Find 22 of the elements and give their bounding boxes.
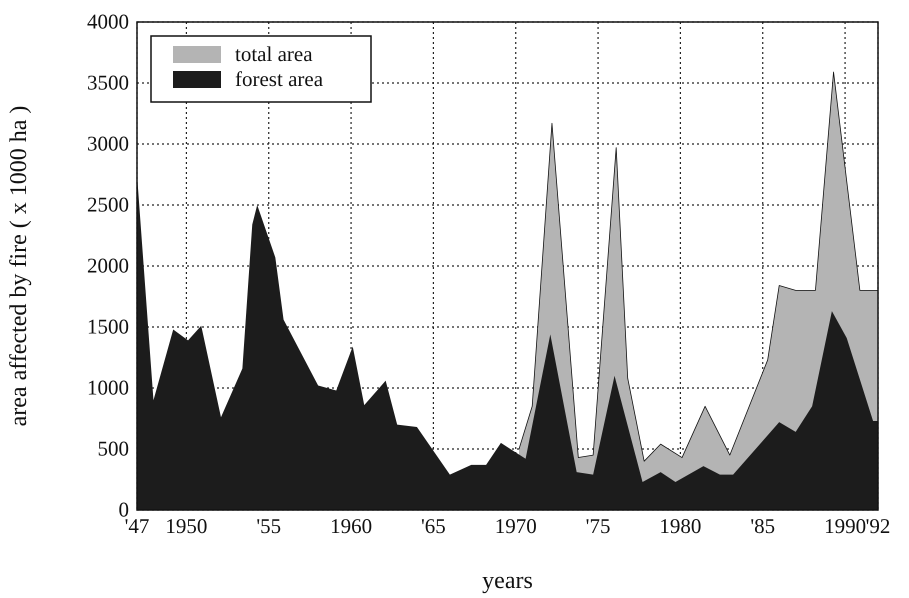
y-tick-label: 1000	[87, 376, 129, 400]
x-tick-label: '55	[256, 514, 282, 538]
y-tick-label: 2000	[87, 254, 129, 278]
legend-label: forest area	[235, 67, 324, 91]
y-axis-title: area affected by fire ( x 1000 ha )	[6, 106, 32, 426]
x-tick-label: 1970	[494, 514, 537, 538]
x-tick-label: '75	[586, 514, 610, 538]
y-tick-label: 2500	[87, 192, 129, 217]
y-tick-label: 3000	[87, 132, 129, 156]
x-tick-label: 1950	[165, 514, 208, 538]
x-tick-label: '92	[866, 514, 890, 538]
x-tick-label: '85	[750, 514, 776, 538]
y-tick-label: 500	[98, 436, 129, 461]
y-tick-label: 3500	[87, 70, 129, 95]
x-tick-label: 1960	[330, 514, 372, 538]
legend-label: total area	[235, 42, 314, 66]
x-tick-label: '65	[421, 514, 446, 538]
x-tick-label: 1980	[659, 514, 702, 538]
y-tick-label: 4000	[87, 10, 129, 34]
x-tick-label: 1990	[824, 514, 866, 538]
y-tick-label: 1500	[87, 314, 129, 339]
x-axis-title: years	[482, 568, 533, 594]
